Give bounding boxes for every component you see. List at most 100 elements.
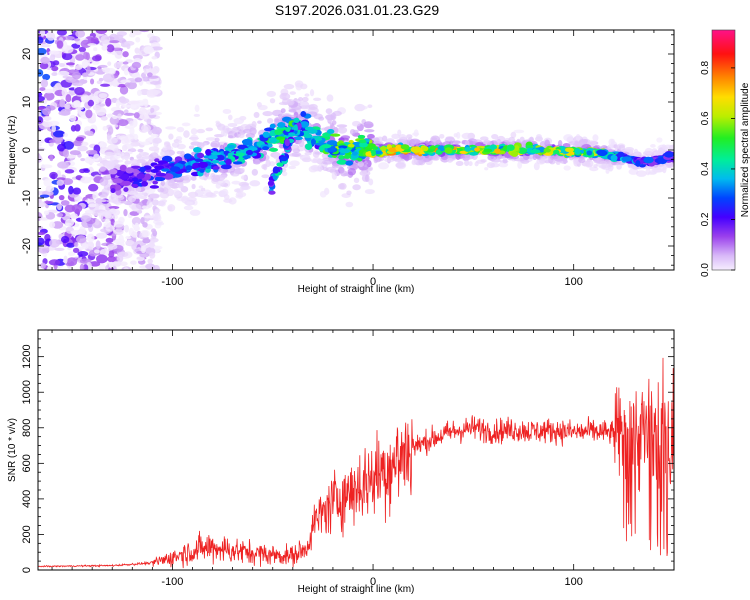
spectrogram-halo-blob (442, 141, 452, 146)
spectrogram-halo-blob (227, 135, 234, 139)
spectrogram-noise-blob (142, 238, 151, 244)
spectrogram-halo-blob (650, 143, 656, 148)
spectrogram-halo-blob (105, 225, 115, 232)
spectrogram-halo-blob (242, 128, 252, 134)
spectrogram-halo-blob (232, 129, 240, 133)
spectrogram-noise-blob (61, 178, 74, 185)
spectrogram-halo-blob (474, 161, 479, 167)
spectrogram-ridge-blob (525, 145, 534, 149)
spectrogram-halo-blob (138, 151, 150, 156)
spectrogram-noise-blob (144, 65, 151, 69)
spectrogram-halo-blob (302, 96, 309, 102)
spectrogram-ridge-blob (347, 143, 355, 148)
spectrogram-halo-blob (116, 134, 121, 140)
spectrogram-ridge-blob (157, 160, 168, 164)
spectrogram-noise-blob (150, 133, 159, 138)
spectrogram-halo-blob (198, 185, 204, 189)
spectrogram-ridge-blob (112, 178, 123, 184)
spectrogram-halo-blob (299, 154, 311, 161)
spectrogram-ridge-blob (121, 180, 131, 186)
spectrogram-noise-blob (134, 222, 140, 230)
spectrogram-halo-blob (280, 108, 286, 114)
spectrogram-halo-blob (533, 162, 540, 171)
spectrogram-y-tick-label: 20 (21, 48, 33, 60)
spectrogram-halo-blob (231, 180, 241, 185)
spectrogram-noise-blob (146, 119, 152, 126)
snr-y-tick-label: 1200 (21, 344, 33, 368)
spectrogram-halo-blob (557, 156, 566, 162)
spectrogram-noise-blob (58, 194, 65, 201)
spectrogram-halo-blob (345, 201, 354, 208)
spectrogram-noise-blob (84, 130, 94, 136)
spectrogram-noise-blob (64, 104, 71, 110)
spectrogram-noise-blob (113, 62, 122, 69)
spectrogram-noise-blob (48, 139, 56, 144)
spectrogram-ridge-blob (269, 147, 279, 152)
spectrogram-halo-blob (281, 98, 292, 105)
snr-x-tick-label: -100 (161, 576, 183, 588)
spectrogram-halo-blob (281, 171, 288, 177)
spectrogram-noise-blob (91, 96, 98, 101)
spectrogram-noise-blob (70, 229, 82, 235)
spectrogram-noise-blob (107, 126, 114, 135)
spectrogram-noise-blob (106, 44, 115, 53)
spectrogram-ridge-blob (304, 143, 313, 150)
spectrogram-halo-blob (151, 111, 163, 116)
spectrogram-noise-blob (61, 87, 68, 97)
spectrogram-noise-blob (123, 68, 129, 76)
snr-y-axis-label: SNR (10 * v/v) (7, 418, 18, 482)
spectrogram-ridge-blob (310, 138, 316, 146)
spectrogram-halo-blob (346, 190, 352, 196)
spectrogram-halo-blob (364, 174, 370, 183)
spectrogram-halo-blob (347, 167, 357, 176)
spectrogram-noise-blob (107, 255, 116, 263)
spectrogram-halo-blob (257, 120, 262, 124)
spectrogram-noise-blob (133, 133, 139, 141)
spectrogram-halo-blob (157, 187, 165, 193)
spectrogram-noise-blob (74, 86, 85, 96)
spectrogram-ridge-blob (494, 148, 501, 154)
spectrogram-ridge-blob (208, 155, 218, 160)
spectrogram-ridge-blob (617, 151, 625, 158)
spectrogram-halo-blob (430, 135, 441, 144)
spectrogram-halo-blob (265, 159, 271, 168)
spectrogram-noise-blob (122, 104, 133, 108)
spectrogram-ridge-blob (123, 187, 129, 192)
spectrogram-ridge-blob (444, 147, 453, 154)
spectrogram-noise-blob (86, 65, 91, 75)
snr-series-line (38, 357, 674, 569)
spectrogram-halo-blob (396, 138, 407, 144)
spectrogram-halo-blob (556, 161, 561, 165)
spectrogram-halo-blob (131, 203, 142, 212)
snr-y-tick-label: 0 (21, 567, 33, 573)
spectrogram-noise-blob (38, 231, 46, 236)
spectrogram-noise-blob (56, 179, 65, 186)
spectrogram-noise-blob (80, 176, 92, 184)
spectrogram-noise-blob (92, 105, 102, 111)
spectrogram-halo-blob (99, 177, 109, 186)
spectrogram-noise-blob (74, 65, 83, 70)
spectrogram-noise-blob (89, 261, 101, 267)
spectrogram-halo-blob (618, 144, 626, 151)
spectrogram-noise-blob (44, 88, 54, 94)
spectrogram-noise-blob (128, 100, 140, 105)
spectrogram-noise-blob (60, 235, 70, 244)
spectrogram-ridge-blob (199, 169, 205, 173)
spectrogram-halo-blob (502, 158, 508, 164)
spectrogram-noise-blob (108, 40, 120, 44)
spectrogram-noise-blob (117, 251, 129, 258)
spectrogram-halo-blob (563, 165, 571, 171)
spectrogram-halo-blob (330, 112, 337, 121)
spectrogram-halo-blob (361, 170, 368, 177)
spectrogram-ridge-blob (274, 128, 283, 136)
spectrogram-noise-blob (123, 112, 135, 116)
spectrogram-noise-blob (105, 237, 114, 243)
spectrogram-ridge-blob (143, 173, 152, 181)
spectrogram-ridge-blob (597, 149, 608, 157)
spectrogram-ridge-blob (304, 126, 314, 131)
spectrogram-noise-blob (39, 30, 46, 37)
spectrogram-ridge-blob (610, 154, 618, 161)
spectrogram-ridge-blob (357, 157, 363, 162)
spectrogram-noise-blob (116, 83, 127, 88)
